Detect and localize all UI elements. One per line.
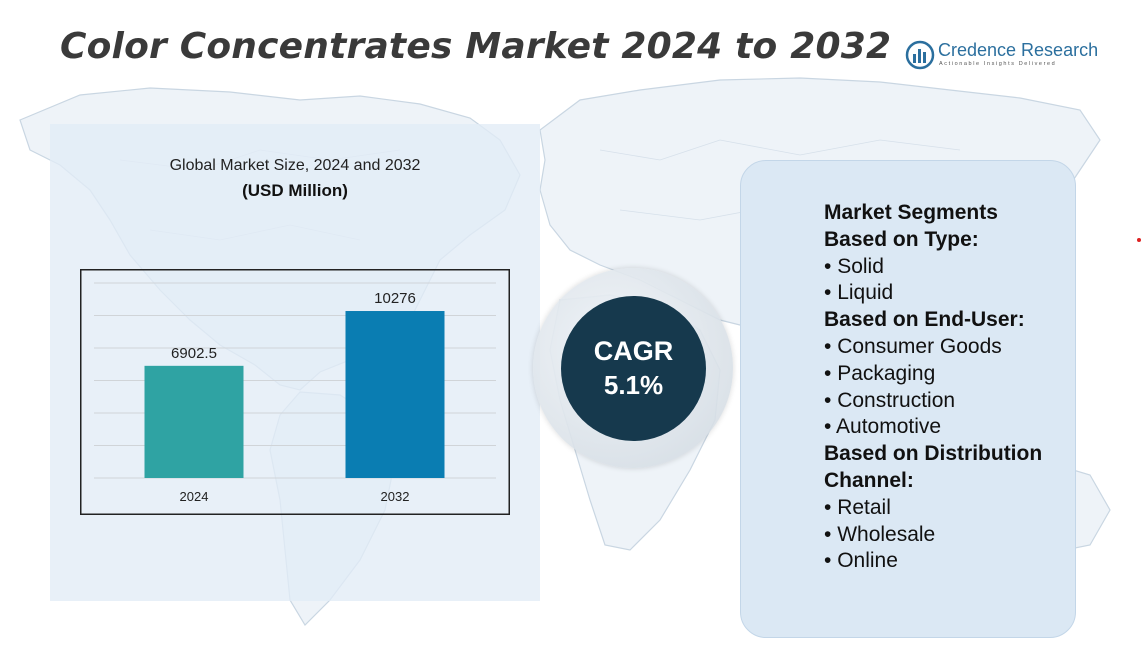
segment-item-label: Construction — [837, 388, 956, 412]
segment-item: • Solid — [824, 254, 884, 278]
segment-item-label: Wholesale — [837, 522, 936, 546]
segment-item-label: Automotive — [836, 415, 942, 439]
segment-group-title-end-user: Based on End-User: — [824, 308, 1025, 332]
bar-chart-logo-icon — [905, 40, 935, 70]
segments-list: Market Segments Based on Type: • Solid •… — [824, 200, 1084, 575]
brand-name: Credence Research — [938, 40, 1099, 60]
segment-group-title-distribution: Based on Distribution — [824, 442, 1043, 466]
segment-item-label: Consumer Goods — [837, 334, 1002, 358]
segment-item-label: Packaging — [837, 361, 936, 385]
segment-item: • Construction — [824, 388, 956, 412]
segment-item: • Automotive — [824, 415, 942, 439]
segment-group-title-type: Based on Type: — [824, 227, 979, 251]
chart-panel — [50, 124, 540, 601]
page-title: Color Concentrates Market 2024 to 2032 — [60, 26, 892, 67]
bar-2032 — [345, 311, 445, 478]
x-tick-label-2024: 2024 — [180, 489, 209, 504]
bar-chart: 6902.5 2024 10276 2032 — [80, 269, 510, 515]
bar-2024 — [144, 365, 244, 478]
data-label-2032: 10276 — [374, 290, 416, 307]
data-label-2024: 6902.5 — [171, 345, 217, 362]
segment-group-title-distribution-cont: Channel: — [824, 468, 914, 492]
decorative-dot — [1137, 238, 1141, 242]
segments-panel — [740, 160, 1076, 638]
chart-title: Global Market Size, 2024 and 2032 — [169, 157, 421, 174]
segments-heading: Market Segments — [824, 201, 998, 224]
segment-item: • Liquid — [824, 281, 894, 305]
segment-item-label: Liquid — [837, 281, 894, 305]
cagr-value: 5.1% — [603, 370, 664, 400]
segment-item-label: Solid — [837, 254, 884, 278]
chart-unit-label: (USD Million) — [242, 181, 348, 200]
x-tick-label-2032: 2032 — [381, 489, 410, 504]
segment-item-label: Online — [837, 549, 898, 573]
segment-item-label: Retail — [837, 495, 891, 519]
segment-item: • Wholesale — [824, 522, 936, 546]
segment-item: • Packaging — [824, 361, 936, 385]
segment-item: • Consumer Goods — [824, 334, 1002, 358]
brand-tagline: Actionable Insights Delivered — [939, 61, 1057, 67]
cagr-badge: CAGR 5.1% — [561, 296, 706, 441]
segment-item: • Online — [824, 549, 898, 573]
cagr-label: CAGR — [593, 336, 674, 366]
brand-logo: Credence Research Actionable Insights De… — [905, 38, 1099, 72]
segment-item: • Retail — [824, 495, 891, 519]
